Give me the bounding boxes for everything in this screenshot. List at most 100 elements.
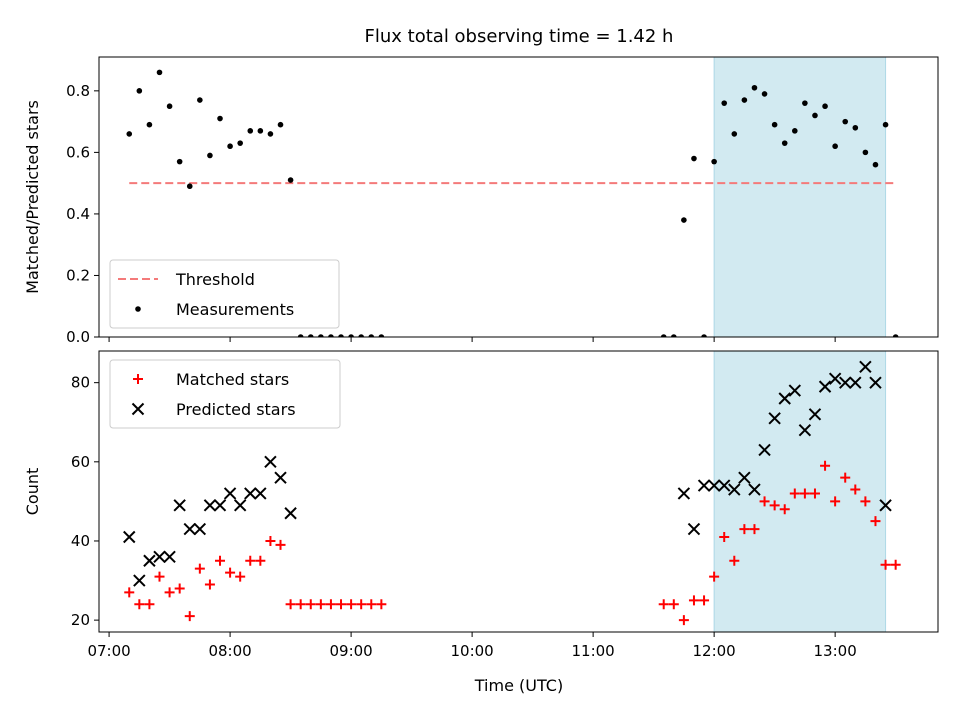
matched-star-point: [739, 524, 750, 535]
measurement-point: [660, 334, 667, 337]
predicted-star-point: [133, 574, 146, 587]
matched-star-point: [134, 599, 145, 610]
matched-star-point: [144, 599, 155, 610]
measurement-point: [862, 149, 869, 156]
measurement-point: [348, 334, 354, 337]
predicted-star-point: [758, 443, 771, 457]
predicted-star-point: [677, 487, 691, 500]
matched-star-point: [688, 595, 699, 606]
matched-star-point: [830, 496, 841, 507]
matched-star-point: [729, 555, 740, 566]
matched-star-point: [124, 587, 135, 598]
matched-star-point: [880, 559, 891, 570]
measurement-point: [792, 128, 798, 134]
measurement-point: [701, 334, 707, 337]
matched-star-point: [245, 555, 256, 566]
measurement-point: [882, 121, 889, 128]
predicted-star-point: [839, 376, 852, 389]
y-axis-label: Matched/Predicted stars: [23, 100, 42, 294]
legend-matched-swatch: [133, 374, 143, 384]
measurement-point: [852, 124, 859, 131]
measurement-point: [136, 88, 143, 94]
predicted-star-point: [213, 499, 227, 512]
matched-star-point: [215, 555, 226, 566]
predicted-star-point: [163, 550, 176, 564]
x-tick-label: 13:00: [814, 642, 857, 660]
highlight-span: [713, 56, 887, 338]
measurement-point: [751, 84, 758, 91]
predicted-star-point: [254, 487, 267, 500]
matched-star-point: [678, 615, 689, 626]
predicted-star-point: [173, 499, 186, 512]
predicted-star-point: [707, 479, 721, 492]
matched-star-point: [668, 599, 679, 610]
predicted-star-point: [768, 412, 781, 425]
plot-area: [123, 360, 901, 626]
measurement-point: [146, 121, 153, 128]
matched-star-point: [820, 460, 831, 471]
legend-measurements-swatch: [135, 306, 141, 312]
measurement-point: [267, 131, 274, 137]
measurement-point: [802, 100, 808, 106]
y-tick-label: 0.0: [66, 328, 90, 346]
predicted-star-point: [284, 507, 297, 520]
matched-star-point: [366, 599, 377, 610]
matched-star-point: [174, 583, 185, 594]
matched-star-point: [779, 504, 790, 515]
matched-star-point: [346, 599, 357, 610]
measurement-point: [721, 100, 728, 106]
measurement-point: [156, 69, 163, 76]
matched-star-point: [265, 535, 276, 546]
highlight-span: [713, 350, 887, 633]
x-tick-label: 11:00: [572, 642, 615, 660]
x-tick-label: 10:00: [450, 642, 493, 660]
predicted-star-point: [818, 380, 832, 393]
predicted-star-point: [233, 499, 247, 512]
matched-star-point: [204, 579, 215, 590]
matched-star-point: [305, 599, 316, 610]
predicted-star-point: [718, 479, 731, 492]
measurement-point: [307, 334, 314, 337]
measurement-point: [670, 334, 677, 337]
measurement-point: [378, 334, 385, 337]
measurement-point: [842, 118, 849, 125]
predicted-star-point: [738, 471, 751, 484]
measurement-point: [247, 128, 254, 134]
measurement-point: [781, 140, 788, 146]
x-tick-label: 07:00: [87, 642, 130, 660]
matched-star-point: [709, 571, 720, 582]
y-tick-label: 0.2: [66, 266, 90, 284]
predicted-star-point: [193, 522, 207, 536]
x-tick-label: 08:00: [208, 642, 251, 660]
legend-box: [109, 259, 340, 329]
legend: Threshold Measurements: [109, 259, 340, 329]
predicted-star-point: [748, 483, 761, 496]
measurement-point: [731, 131, 738, 137]
measurement-point: [257, 128, 264, 134]
measurement-point: [227, 143, 233, 150]
matched-star-point: [890, 559, 901, 570]
matched-star-point: [356, 599, 367, 610]
x-axis-label: Time (UTC): [474, 676, 563, 695]
measurement-point: [812, 112, 818, 119]
plot-area: [126, 69, 899, 337]
matched-star-point: [769, 500, 780, 511]
measurement-point: [197, 97, 203, 103]
matched-star-point: [699, 595, 710, 606]
matched-star-point: [789, 488, 800, 499]
matched-star-point: [285, 599, 296, 610]
measurement-point: [237, 140, 243, 146]
predicted-star-point: [264, 455, 277, 469]
measurement-point: [318, 334, 324, 337]
top-panel: 0.0 0.2 0.4 0.6 0.8 Matched/Predicted stars Th…: [23, 56, 939, 346]
measurement-point: [277, 121, 284, 128]
legend-label: Measurements: [176, 300, 294, 319]
matched-star-point: [315, 599, 326, 610]
matched-star-point: [235, 571, 246, 582]
y-axis-label: Count: [23, 468, 42, 516]
predicted-star-point: [274, 471, 287, 484]
predicted-star-point: [778, 392, 791, 405]
legend-box: [109, 359, 341, 429]
predicted-star-point: [143, 554, 156, 567]
